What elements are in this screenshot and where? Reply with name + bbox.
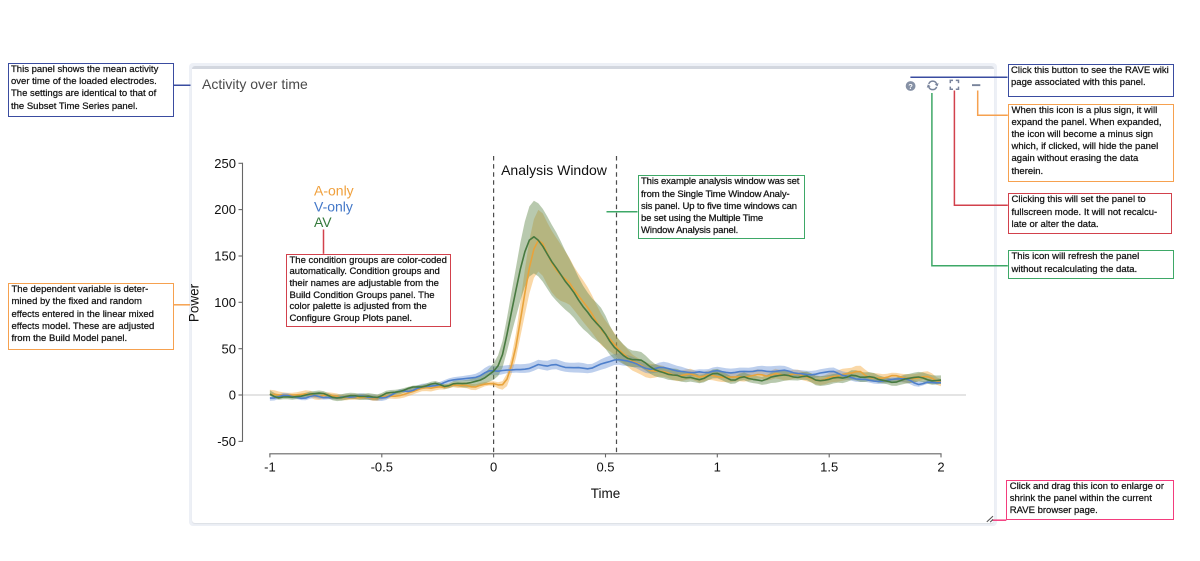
svg-text:1: 1 [714,460,721,475]
svg-text:Time: Time [591,486,621,501]
svg-text:150: 150 [214,249,236,264]
svg-text:V-only: V-only [314,198,353,214]
svg-text:50: 50 [222,341,236,356]
svg-text:A-only: A-only [314,183,354,199]
svg-text:-0.5: -0.5 [371,460,393,475]
svg-text:200: 200 [214,202,236,217]
svg-text:Power: Power [187,283,202,322]
svg-text:-1: -1 [264,460,276,475]
svg-text:2: 2 [937,460,944,475]
svg-text:100: 100 [214,295,236,310]
svg-text:250: 250 [214,156,236,171]
svg-text:0: 0 [229,388,236,403]
svg-text:?: ? [908,82,913,91]
svg-text:0: 0 [490,460,497,475]
svg-text:AV: AV [314,214,332,230]
svg-text:1.5: 1.5 [820,460,838,475]
svg-text:0.5: 0.5 [596,460,614,475]
svg-text:-50: -50 [217,434,236,449]
svg-text:Analysis Window: Analysis Window [501,162,608,178]
